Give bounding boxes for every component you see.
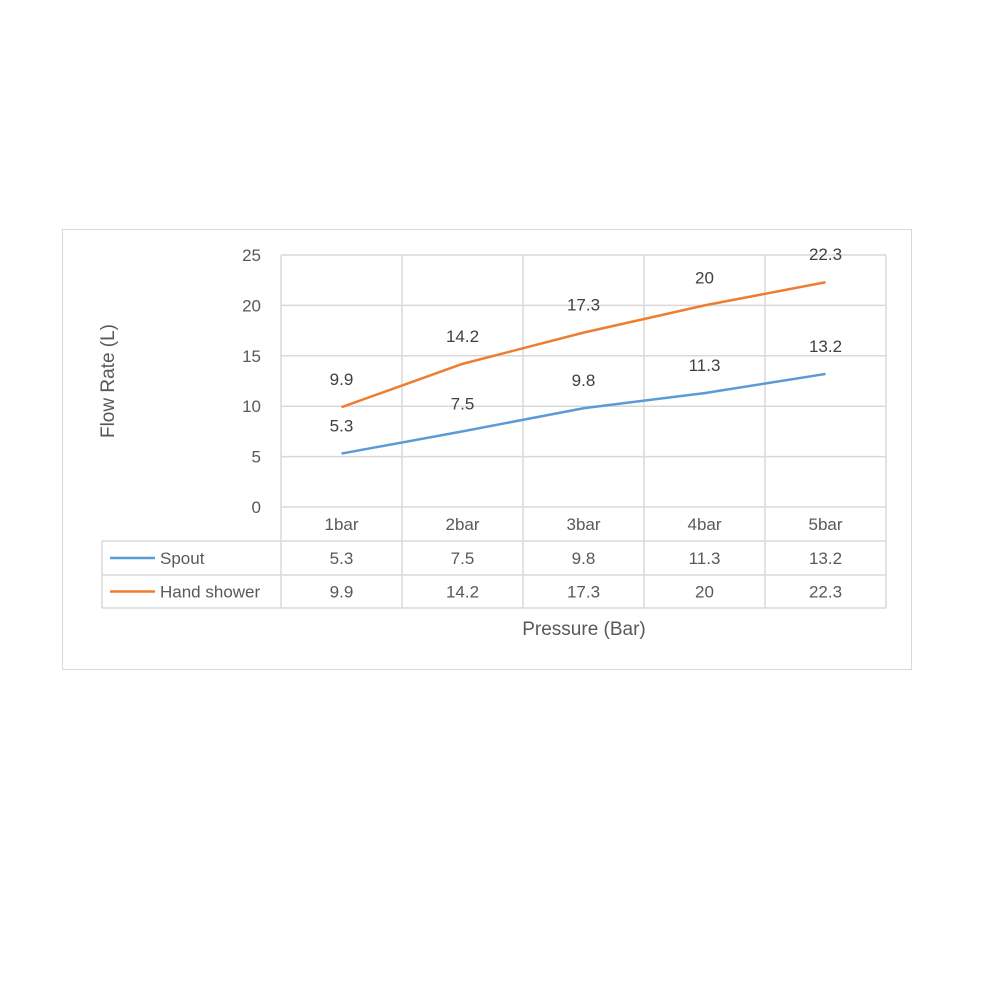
x-axis-title: Pressure (Bar) [522, 619, 646, 640]
y-tick-label: 0 [252, 498, 261, 517]
y-tick-label: 5 [252, 448, 261, 467]
y-axis-title: Flow Rate (L) [98, 324, 119, 438]
category-label: 3bar [566, 515, 600, 534]
category-label: 2bar [445, 515, 479, 534]
series-lines [341, 280, 826, 455]
table-cell: 20 [695, 583, 714, 602]
data-label: 5.3 [330, 417, 354, 436]
data-label: 7.5 [451, 394, 475, 413]
table-cell: 13.2 [809, 549, 842, 568]
table-cell: 5.3 [330, 549, 354, 568]
table-cell: 11.3 [689, 549, 721, 568]
series-line [341, 372, 826, 455]
category-label: 1bar [324, 515, 358, 534]
data-labels: 5.3 7.5 9.8 11.3 13.2 9.9 14.2 17.3 20 22.3 [330, 245, 842, 435]
legend-label: Spout [160, 549, 205, 568]
table-cell: 14.2 [446, 583, 479, 602]
y-tick-label: 15 [242, 347, 261, 366]
chart-area [62, 229, 912, 670]
data-label: 9.8 [572, 371, 596, 390]
series-line [341, 280, 826, 409]
data-label: 11.3 [689, 356, 721, 375]
y-tick-label: 10 [242, 397, 261, 416]
data-label: 9.9 [330, 370, 354, 389]
y-axis-ticks: 0 5 10 15 20 25 [242, 246, 261, 517]
y-tick-label: 20 [242, 296, 261, 315]
data-table: 1bar 2bar 3bar 4bar 5bar Spout 5.3 7.5 9.8 11.3 13… [101, 515, 886, 609]
table-cell: 7.5 [451, 549, 475, 568]
data-label: 20 [695, 268, 714, 287]
table-cell: 17.3 [567, 583, 600, 602]
category-label: 4bar [687, 515, 721, 534]
table-cell: 22.3 [809, 583, 842, 602]
data-label: 22.3 [809, 245, 842, 264]
data-label: 17.3 [567, 296, 600, 315]
category-label: 5bar [808, 515, 842, 534]
gridlines [280, 254, 887, 608]
legend-label: Hand shower [160, 583, 261, 602]
data-label: 13.2 [809, 337, 842, 356]
table-cell: 9.9 [330, 583, 354, 602]
y-tick-label: 25 [242, 246, 261, 265]
table-cell: 9.8 [572, 549, 596, 568]
data-label: 14.2 [446, 327, 479, 346]
